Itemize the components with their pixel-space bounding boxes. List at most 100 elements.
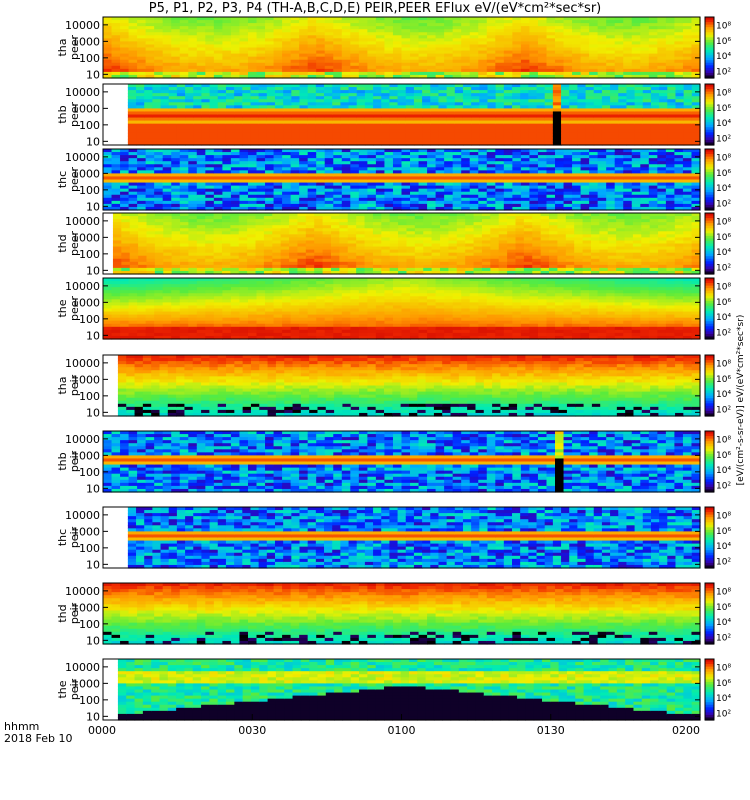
heat-cell [410, 155, 420, 159]
heat-cell [145, 206, 155, 211]
heat-cell [316, 164, 326, 168]
heat-cell [529, 62, 539, 67]
heat-cell [529, 152, 539, 156]
heat-cell [274, 141, 284, 146]
colorbar-segment [705, 91, 714, 95]
heat-cell [136, 138, 145, 143]
heat-cell [316, 62, 326, 67]
heat-cell [495, 182, 505, 187]
heat-cell [339, 243, 349, 248]
heat-cell [691, 96, 701, 100]
heat-cell [691, 20, 701, 24]
heat-cell [299, 158, 309, 162]
heat-cell [209, 99, 219, 103]
heat-cell [283, 96, 292, 100]
heat-cell [162, 170, 172, 174]
heat-cell [265, 188, 275, 193]
heat-cell [381, 135, 391, 140]
heat-cell [640, 29, 650, 33]
heat-cell [242, 99, 252, 103]
heat-cell [674, 29, 684, 33]
heat-cell [585, 129, 595, 134]
heat-cell [561, 120, 570, 125]
heat-cell [339, 225, 349, 229]
heat-cell [512, 41, 522, 46]
heat-cell [691, 74, 701, 79]
heat-cell [648, 29, 658, 33]
colorbar-segment [705, 194, 714, 198]
heat-cell [397, 129, 407, 134]
heat-cell [495, 68, 505, 73]
heat-cell [479, 120, 489, 125]
heat-cell [307, 47, 317, 52]
heat-cell [213, 216, 223, 220]
heat-cell [283, 123, 292, 128]
heat-cell [358, 26, 368, 30]
heat-cell [623, 158, 633, 162]
heat-cell [691, 53, 701, 58]
heat-cell [435, 38, 445, 42]
heat-cell [444, 194, 454, 199]
heat-cell [137, 179, 147, 184]
heat-cell [112, 252, 122, 257]
heat-cell [299, 123, 309, 128]
heat-cell [512, 176, 522, 181]
heat-cell [331, 249, 340, 254]
heat-cell [283, 135, 292, 140]
heat-cell [529, 155, 539, 159]
heat-cell [389, 96, 399, 100]
heat-cell [341, 161, 351, 165]
heat-cell [401, 41, 411, 46]
heat-cell [290, 44, 300, 49]
heat-cell [503, 149, 513, 153]
heat-cell [316, 191, 326, 196]
heat-cell [314, 246, 324, 251]
heat-cell [503, 188, 513, 193]
heat-cell [435, 20, 445, 24]
heat-cell [659, 90, 668, 94]
heat-cell [427, 65, 437, 70]
heat-cell [623, 206, 633, 211]
heat-cell [462, 84, 472, 88]
colorbar-segment [705, 86, 714, 90]
heat-cell [146, 234, 156, 238]
heat-cell [242, 129, 252, 134]
heat-cell [250, 96, 260, 100]
heat-cell [179, 41, 189, 46]
heat-cell [324, 102, 333, 106]
heat-cell [683, 114, 693, 119]
heat-cell [461, 71, 471, 76]
panel-frame [102, 83, 701, 146]
heat-cell [410, 176, 420, 181]
heat-cell [364, 114, 374, 119]
heat-cell [138, 249, 148, 254]
heat-cell [454, 135, 464, 140]
heat-cell [282, 35, 292, 39]
heat-cell [222, 32, 232, 36]
heat-cell [282, 182, 292, 187]
heat-cell [546, 29, 556, 33]
heat-cell [247, 197, 258, 202]
heat-cell [614, 71, 624, 76]
heat-cell [340, 138, 350, 143]
heat-cell [160, 132, 170, 137]
heat-cell [185, 111, 194, 116]
heat-cell [201, 99, 211, 103]
heat-cell [478, 200, 488, 205]
heat-cell [291, 84, 301, 88]
heat-cell [520, 56, 531, 61]
heat-cell [136, 123, 145, 128]
heat-cell [282, 185, 292, 190]
heat-cell [263, 240, 273, 245]
heat-cell [129, 213, 139, 217]
heat-cell [282, 188, 292, 193]
heat-cell [438, 123, 448, 128]
heat-cell [520, 71, 531, 76]
heat-cell [176, 93, 186, 97]
panel-label: thcpeer [56, 167, 81, 193]
heat-cell [350, 53, 360, 58]
heat-cell [495, 102, 505, 106]
heat-cell [435, 44, 445, 49]
heat-cell [665, 155, 676, 159]
heat-cell [291, 114, 301, 119]
